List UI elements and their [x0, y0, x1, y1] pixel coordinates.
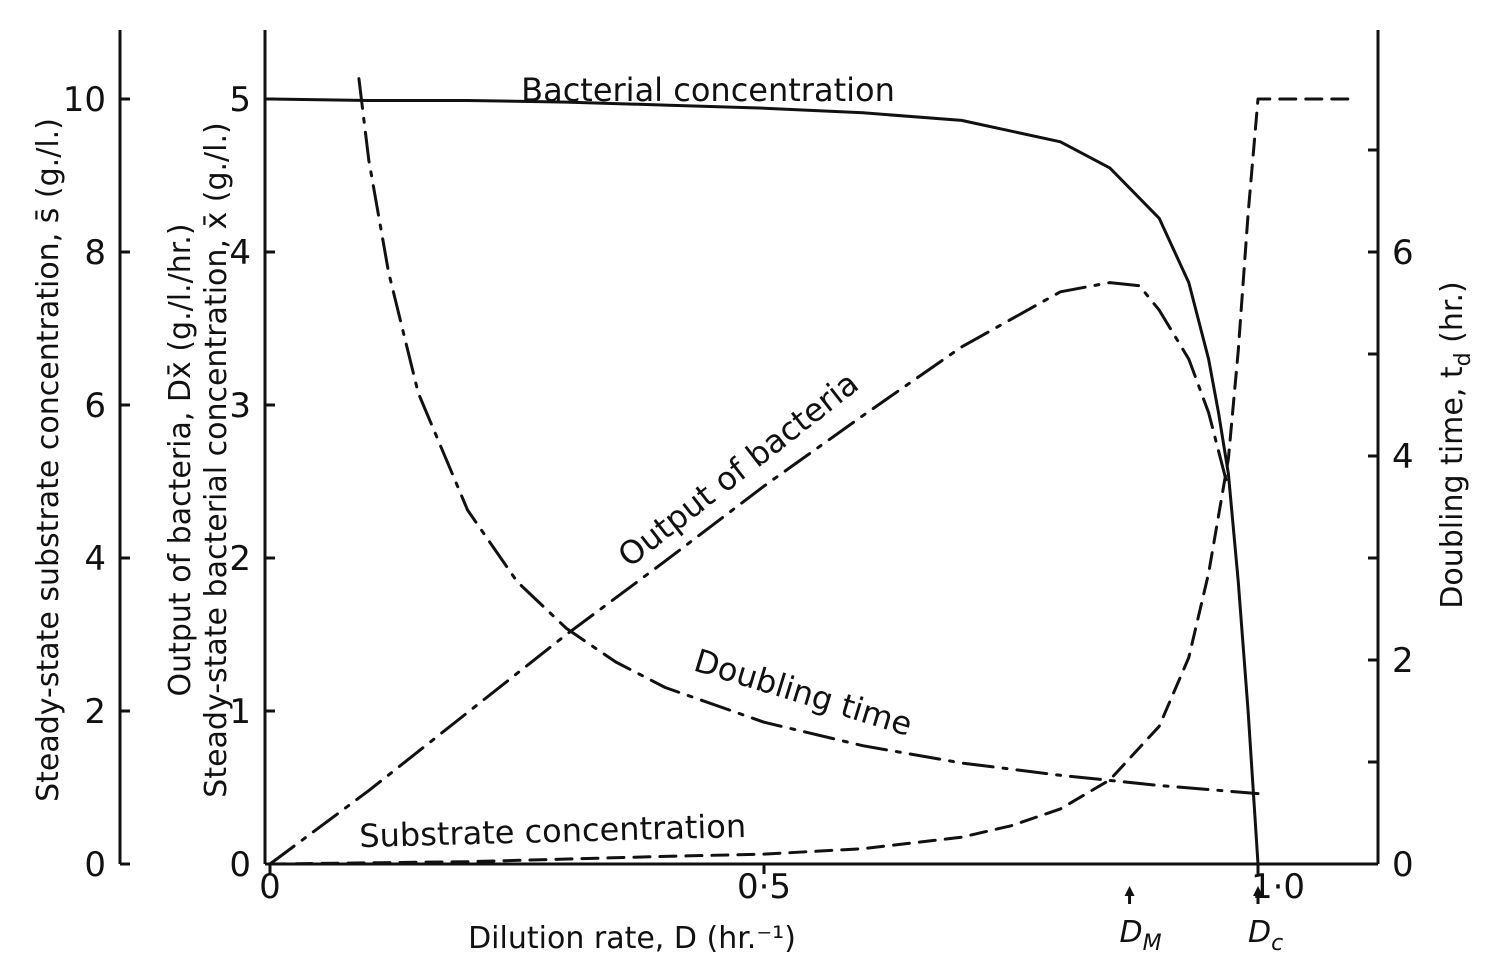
substrate-tick-label: 2	[84, 692, 106, 732]
doubling-tick-label: 2	[1392, 641, 1414, 681]
marker-arrowhead-M	[1124, 886, 1135, 896]
substrate-axis-label: Steady-state substrate concentration, s̄…	[31, 118, 66, 802]
bacteria-tick-label: 0	[229, 845, 251, 885]
curves	[268, 77, 1359, 866]
marker-arrowhead-c	[1253, 886, 1263, 896]
substrate-tick-label: 4	[84, 539, 106, 579]
doubling-axis-label-sub: d	[1451, 352, 1476, 366]
x-tick-label: 0	[259, 867, 281, 907]
bacteria-tick-label: 1	[229, 692, 251, 732]
x-markers: DM Dc	[1120, 886, 1283, 956]
bacteria-tick-label: 5	[229, 80, 251, 120]
substrate-tick-label: 8	[84, 233, 106, 273]
doubling-time-annotation: Doubling time	[690, 641, 917, 743]
substrate-tick-label: 6	[84, 386, 106, 426]
doubling-axis-label-main: Doubling time, t	[1435, 366, 1470, 609]
output-of-bacteria-annotation: Output of bacteria	[611, 364, 866, 575]
marker-label-c: Dc	[1248, 915, 1283, 956]
bacteria-tick-label: 3	[229, 386, 251, 426]
bacterial-concentration-axis-label: Steady-state bacterial concentration, x̄…	[199, 122, 234, 797]
marker-label-M: DM	[1120, 915, 1162, 956]
series-substrate-concentration	[268, 97, 1359, 866]
doubling-tick-label: 6	[1392, 233, 1414, 273]
substrate-tick-label: 0	[84, 845, 106, 885]
x-tick-label: 0·5	[737, 867, 791, 907]
y-ticks: 0 2 4 6 8 10 0 1 2 3 4 5 0 2 4 6	[63, 80, 1414, 885]
series-output-of-bacteria	[268, 281, 1230, 866]
bacteria-tick-label: 4	[229, 233, 251, 273]
series-bacterial-concentration	[268, 97, 1260, 866]
doubling-axis-label-unit: (hr.)	[1435, 281, 1470, 352]
substrate-concentration-annotation: Substrate concentration	[359, 807, 747, 855]
substrate-tick-label: 10	[63, 80, 106, 120]
x-ticks: 0 0·5 1·0	[259, 864, 1305, 907]
doubling-tick-label: 0	[1392, 845, 1414, 885]
series-doubling-time	[357, 77, 1260, 796]
x-tick-label: 1·0	[1251, 867, 1305, 907]
bacterial-concentration-annotation: Bacterial concentration	[521, 71, 895, 109]
doubling-tick-label: 4	[1392, 437, 1414, 477]
bacteria-tick-label: 2	[229, 539, 251, 579]
doubling-axis-label: Doubling time, td (hr.)	[1435, 281, 1476, 608]
x-axis-label: Dilution rate, D (hr.⁻¹)	[468, 921, 796, 956]
output-axis-label: Output of bacteria, Dx̄ (g./l./hr.)	[163, 223, 198, 696]
